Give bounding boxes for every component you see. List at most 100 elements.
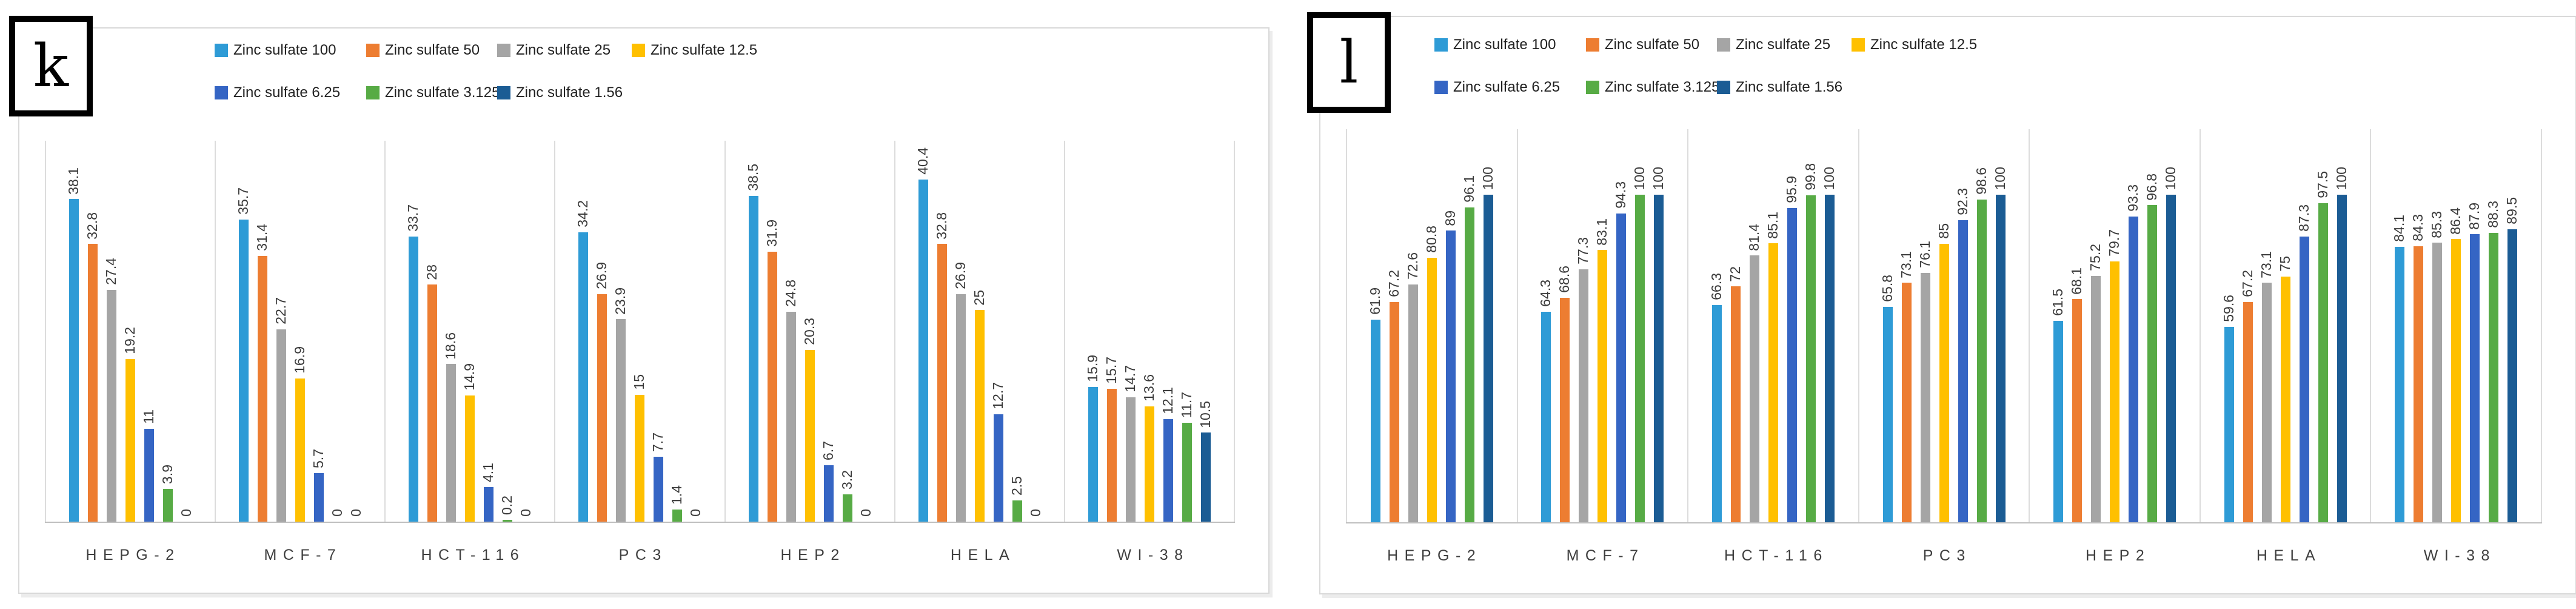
bar-value-label: 83.1 (1594, 218, 1610, 246)
bar-slot: 40.4 (915, 141, 931, 522)
bar-zinc-sulfate-12.5 (125, 359, 136, 522)
bar-zinc-sulfate-3.125 (1182, 422, 1192, 522)
bar-slot: 11.7 (1179, 141, 1194, 522)
bar-value-label: 35.7 (235, 187, 252, 215)
bar-zinc-sulfate-100 (2224, 327, 2234, 522)
bar-value-label: 100 (2333, 166, 2349, 190)
bar-value-label: 18.6 (443, 332, 459, 360)
bar-value-label: 72.6 (1404, 252, 1420, 280)
bar-zinc-sulfate-25 (2091, 275, 2101, 522)
bar-slot: 59.6 (2221, 129, 2236, 522)
bar-zinc-sulfate-6.25 (1163, 419, 1173, 522)
bar-value-label: 99.8 (1802, 163, 1818, 191)
category-label-hep2: HEP2 (2085, 547, 2151, 564)
bar-value-label: 15.9 (1084, 355, 1100, 383)
bar-slot: 89 (1442, 129, 1458, 522)
bar-value-label: 77.3 (1575, 237, 1591, 264)
legend-item-zinc-sulfate-25: Zinc sulfate 25 (1717, 36, 1852, 53)
bar-zinc-sulfate-25 (786, 311, 796, 522)
legend-swatch-icon (366, 86, 380, 99)
bar-zinc-sulfate-25 (107, 289, 117, 522)
bar-slot: 92.3 (1955, 129, 1970, 522)
bar-group-mcf-7: 35.7 31.4 22.7 16.9 5.7 0 0 (216, 141, 386, 522)
bar-slot: 32.8 (84, 141, 100, 522)
bar-slot: 80.8 (1423, 129, 1439, 522)
bar-value-label: 27.4 (103, 257, 119, 285)
bar-slot: 67.2 (1386, 129, 1402, 522)
bar-value-label: 23.9 (612, 287, 629, 315)
bar-slot: 68.6 (1556, 129, 1572, 522)
bar-slot: 85.1 (1764, 129, 1781, 522)
bar-value-label: 89 (1442, 210, 1458, 226)
legend-label: Zinc sulfate 50 (385, 42, 480, 58)
bar-slot: 65.8 (1879, 129, 1895, 522)
bar-value-label: 98.6 (1973, 167, 1989, 195)
bar-slot: 0 (178, 141, 194, 522)
bar-zinc-sulfate-25 (955, 294, 966, 522)
bar-value-label: 61.9 (1367, 287, 1383, 315)
bar-zinc-sulfate-1.56 (1200, 432, 1211, 522)
bar-value-label: 0 (348, 509, 364, 517)
panel-label-l: l (1339, 29, 1359, 96)
bar-zinc-sulfate-100 (578, 232, 589, 522)
bar-slot: 100 (2163, 129, 2178, 522)
legend-item-zinc-sulfate-50: Zinc sulfate 50 (366, 42, 497, 59)
bar-value-label: 76.1 (1916, 241, 1933, 269)
legend-swatch-icon (215, 86, 228, 99)
bar-value-label: 85 (1935, 223, 1952, 239)
bar-slot: 85.3 (2429, 129, 2444, 522)
bar-zinc-sulfate-50 (767, 251, 777, 522)
bar-zinc-sulfate-12.5 (1427, 257, 1437, 522)
bar-zinc-sulfate-1.56 (1483, 195, 1493, 522)
bar-value-label: 61.5 (2050, 289, 2066, 316)
bar-slot: 61.9 (1367, 129, 1383, 522)
bar-value-label: 85.1 (1764, 211, 1781, 239)
bar-zinc-sulfate-1.56 (2507, 229, 2518, 522)
bar-value-label: 81.4 (1745, 223, 1762, 251)
bar-slot: 73.1 (2258, 129, 2274, 522)
bar-value-label: 16.9 (292, 346, 308, 374)
bar-zinc-sulfate-12.5 (805, 349, 815, 522)
legend-item-zinc-sulfate-12.5: Zinc sulfate 12.5 (1852, 36, 1977, 53)
bar-zinc-sulfate-50 (1106, 388, 1117, 522)
bar-slot: 26.9 (594, 141, 609, 522)
bar-slot: 38.5 (745, 141, 761, 522)
category-label-pc3: PC3 (618, 546, 667, 564)
bar-slot: 77.3 (1575, 129, 1591, 522)
bar-zinc-sulfate-6.25 (2299, 236, 2309, 522)
legend-k: Zinc sulfate 100 Zinc sulfate 50 Zinc sulf… (215, 42, 757, 101)
bar-zinc-sulfate-12.5 (1768, 243, 1778, 522)
bar-value-label: 33.7 (405, 204, 421, 232)
bar-zinc-sulfate-50 (1389, 302, 1399, 522)
bar-slot: 33.7 (405, 141, 421, 522)
bar-zinc-sulfate-12.5 (1144, 406, 1154, 522)
x-axis-k: HEPG-2 MCF-7 HCT-116 PC3 HEP2 HELA WI-38 (45, 533, 1235, 577)
bar-slot: 3.9 (159, 141, 175, 522)
bar-value-label: 7.7 (650, 432, 666, 452)
bar-zinc-sulfate-6.25 (2129, 217, 2139, 522)
bar-zinc-sulfate-3.125 (2489, 233, 2499, 522)
bar-zinc-sulfate-3.125 (1464, 207, 1474, 522)
bar-value-label: 11 (141, 409, 157, 424)
panel-label-k: k (33, 32, 69, 100)
bar-zinc-sulfate-100 (2053, 320, 2064, 522)
bar-zinc-sulfate-100 (1541, 311, 1551, 522)
bar-slot: 12.1 (1160, 141, 1176, 522)
bar-value-label: 2.5 (1008, 476, 1025, 496)
bar-zinc-sulfate-25 (616, 319, 626, 522)
bar-slot: 31.9 (764, 141, 780, 522)
bar-group-hct-116: 66.3 72 81.4 85.1 95.9 99.8 100 (1688, 129, 1859, 522)
bar-zinc-sulfate-3.125 (1805, 195, 1816, 522)
bar-zinc-sulfate-50 (1560, 297, 1570, 522)
bar-value-label: 88.3 (2485, 201, 2501, 229)
bar-slot: 73.1 (1898, 129, 1914, 522)
legend-item-zinc-sulfate-100: Zinc sulfate 100 (215, 42, 366, 59)
bar-slot: 93.3 (2125, 129, 2141, 522)
legend-label: Zinc sulfate 12.5 (1870, 36, 1978, 53)
bar-slot: 86.4 (2447, 129, 2463, 522)
bar-value-label: 19.2 (122, 327, 138, 355)
panel-label-box-l: l (1307, 12, 1391, 113)
bar-value-label: 24.8 (782, 280, 798, 307)
bar-value-label: 100 (1650, 166, 1667, 190)
bar-zinc-sulfate-3.125 (1635, 195, 1645, 522)
